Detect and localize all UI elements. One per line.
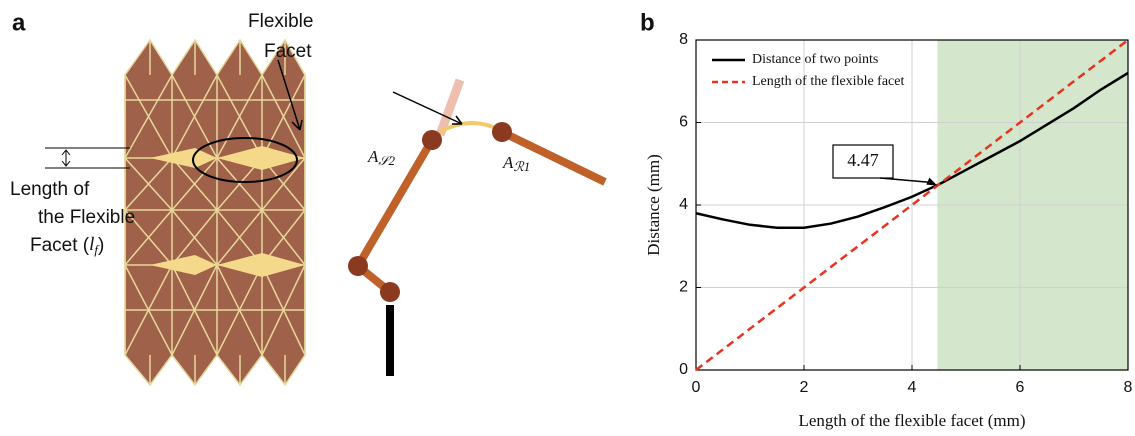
joint-label: Aℛ1 bbox=[502, 153, 530, 174]
plot-frame bbox=[695, 39, 1129, 371]
panel-label: b bbox=[640, 9, 655, 36]
y-tick-label: 8 bbox=[679, 31, 688, 48]
series-line bbox=[695, 71, 1129, 229]
annotation-box bbox=[832, 144, 894, 179]
legend-label: Length of the flexible facet bbox=[752, 74, 904, 89]
joint-label: A𝒮2 bbox=[367, 147, 395, 168]
chart: b 0 2 4 6 8 0 2 4 6 8 Length of the flexible facet … bbox=[640, 9, 1133, 430]
subscript: ℛ1 bbox=[513, 159, 530, 174]
x-axis-label: Length of the flexible facet (mm) bbox=[798, 411, 1025, 430]
legend-label: Distance of two points bbox=[752, 52, 878, 67]
arrow-head bbox=[926, 177, 938, 186]
symbol: A bbox=[367, 147, 379, 166]
x-tick-label: 2 bbox=[800, 379, 809, 396]
panel-label: a bbox=[12, 9, 26, 36]
x-tick-label: 6 bbox=[1016, 379, 1025, 396]
symbol: l bbox=[89, 234, 94, 255]
annotation-text: 4.47 bbox=[847, 150, 879, 170]
y-tick-label: 2 bbox=[679, 279, 688, 296]
x-tick-label: 4 bbox=[908, 379, 917, 396]
x-tick-label: 8 bbox=[1124, 379, 1133, 396]
length-label: Length of bbox=[10, 179, 90, 200]
facet-label: Facet bbox=[264, 41, 312, 62]
symbol: A bbox=[502, 153, 514, 172]
x-tick-label: 0 bbox=[692, 379, 701, 396]
y-tick-label: 4 bbox=[679, 196, 688, 213]
facet-strip bbox=[45, 38, 306, 387]
text-part: ) bbox=[98, 235, 104, 256]
linkage bbox=[348, 78, 607, 376]
subscript: 𝒮2 bbox=[378, 153, 395, 168]
length-label: the Flexible bbox=[38, 207, 135, 228]
y-axis-label: Distance (mm) bbox=[644, 154, 663, 256]
subscript: f bbox=[94, 242, 100, 257]
length-label: Facet (lf) bbox=[30, 234, 104, 257]
text-part: Facet ( bbox=[30, 235, 90, 256]
facet-label: Flexible bbox=[248, 11, 313, 32]
y-tick-label: 0 bbox=[679, 361, 688, 378]
annotation-arrow bbox=[879, 177, 934, 184]
y-tick-label: 6 bbox=[679, 114, 688, 131]
